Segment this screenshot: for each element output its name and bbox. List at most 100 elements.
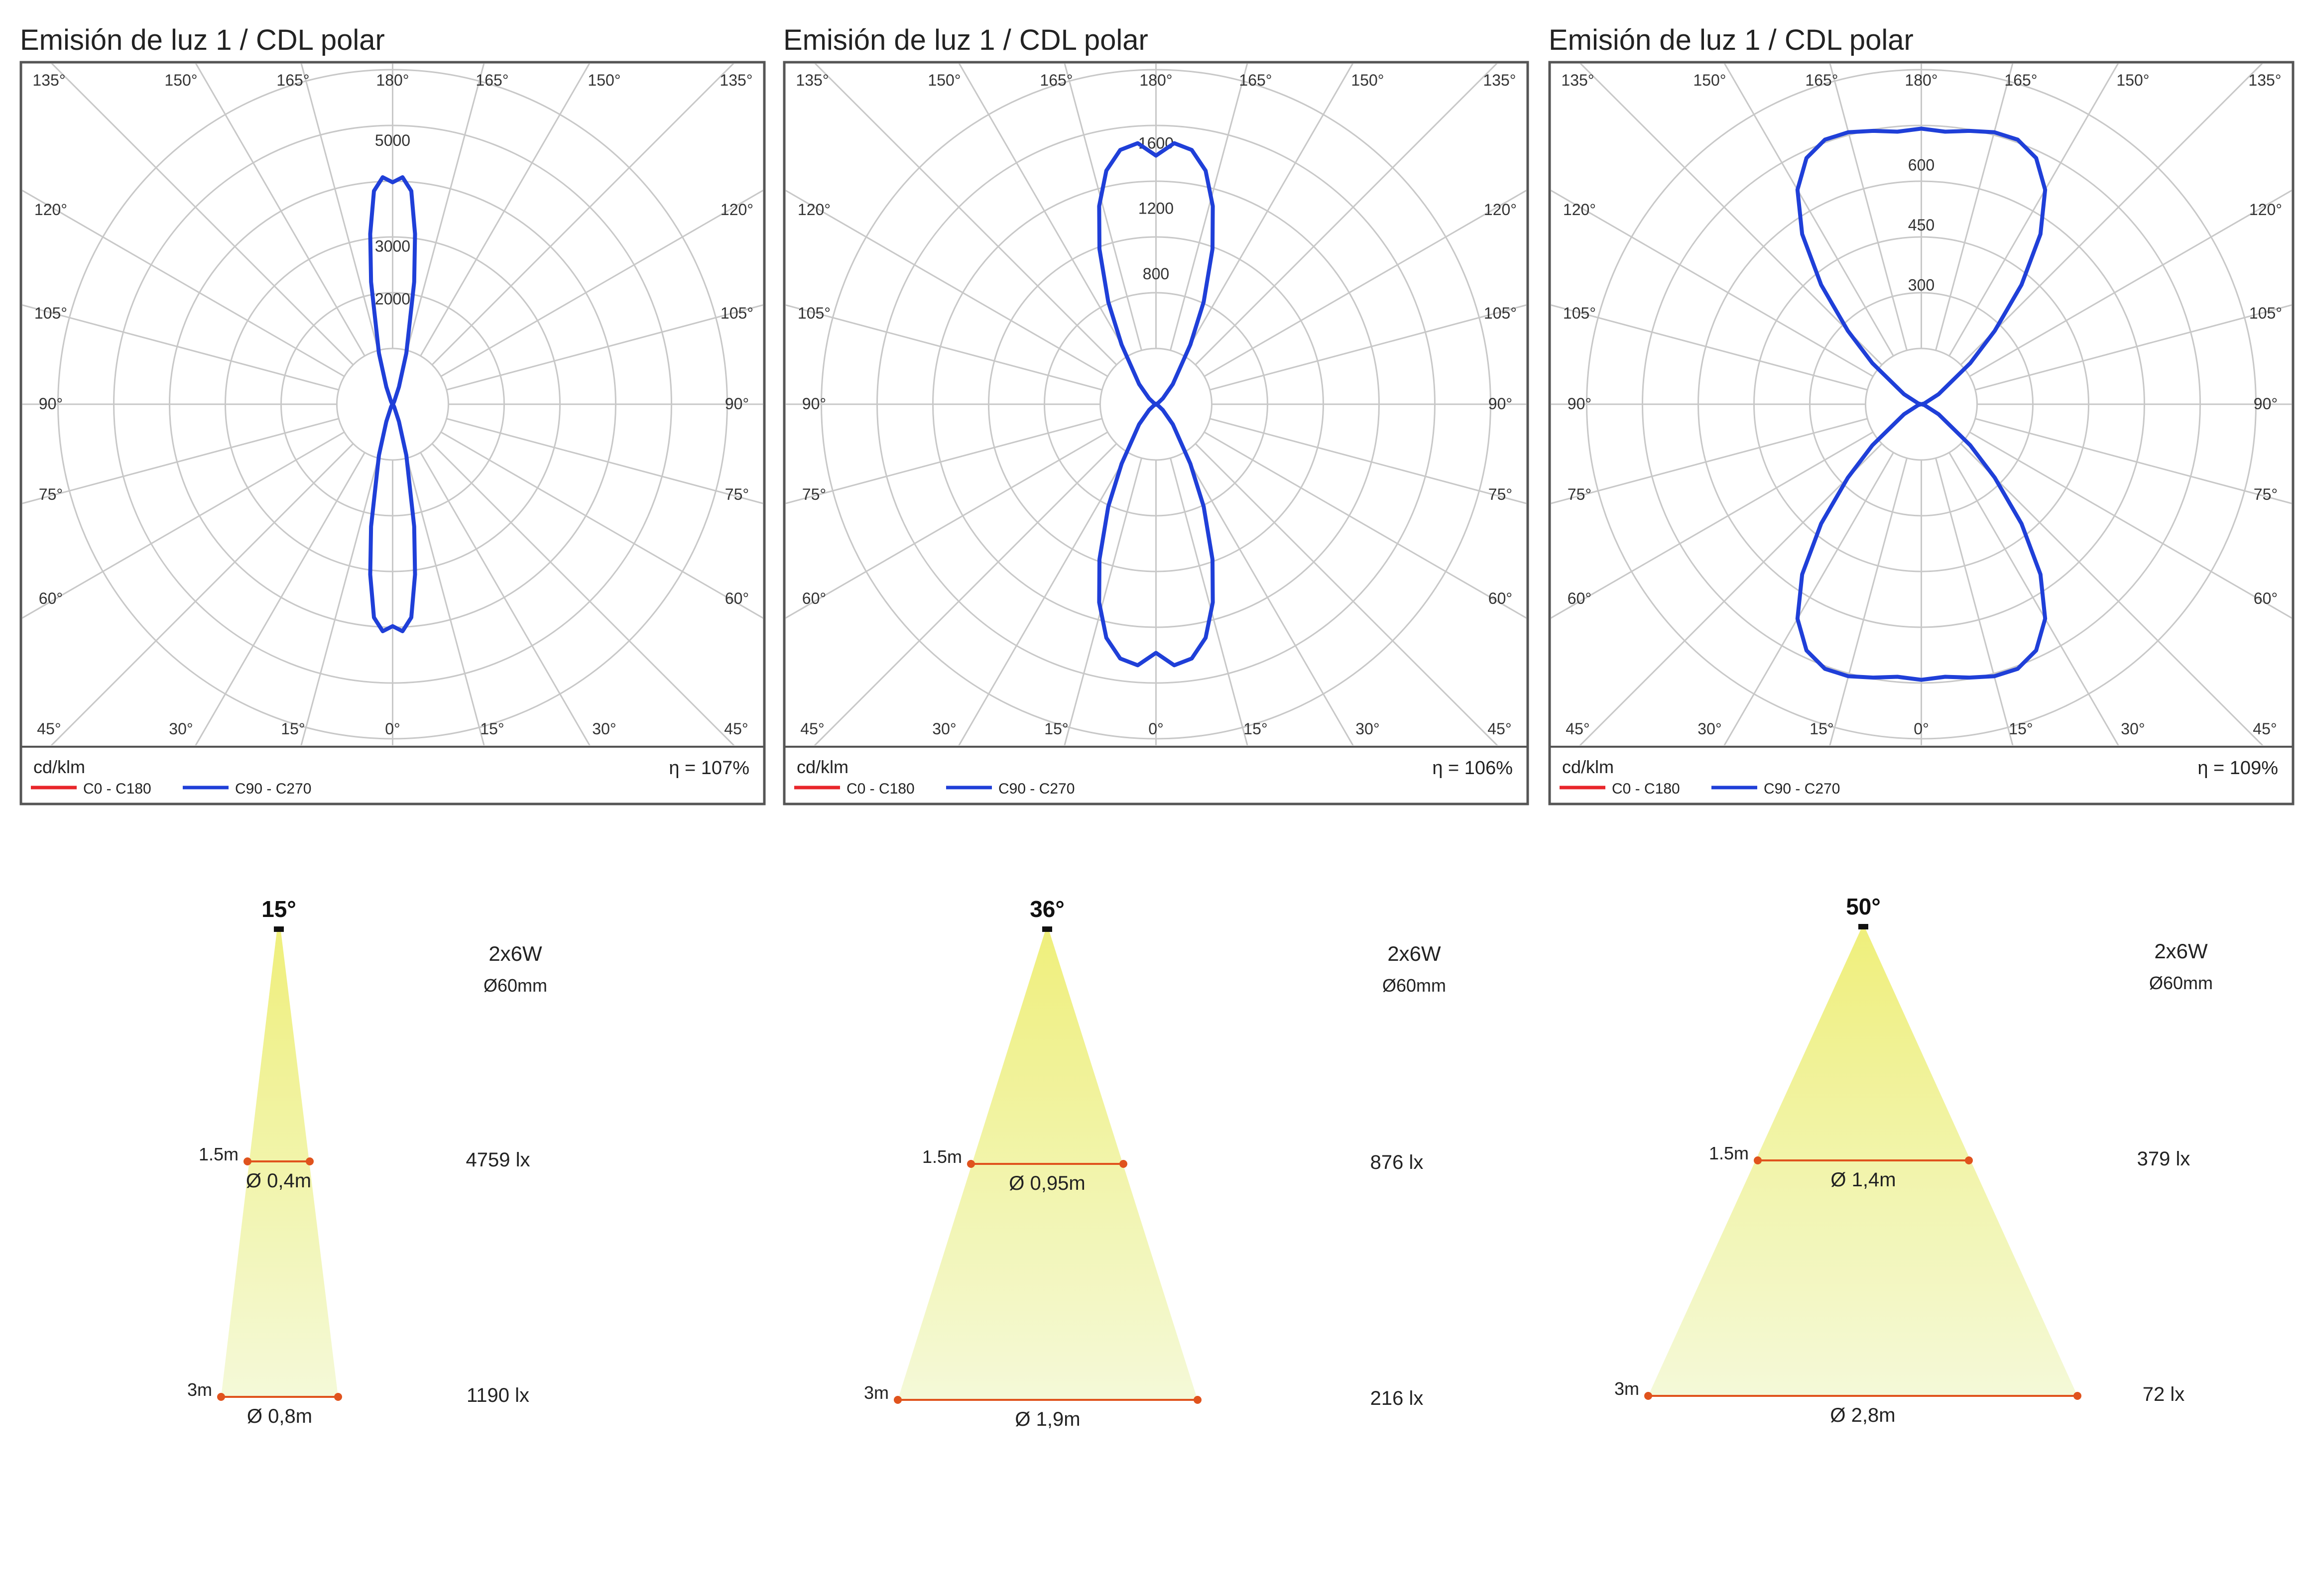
- angle-label: 150°: [928, 71, 961, 89]
- grid-spoke: [1948, 64, 2119, 356]
- angle-label: 105°: [1563, 304, 1596, 322]
- angle-label: 120°: [1563, 201, 1596, 219]
- angle-label: 30°: [169, 720, 193, 738]
- grid-spoke: [1183, 64, 1354, 356]
- angle-label: 60°: [802, 589, 826, 607]
- grid-spoke: [1195, 64, 1498, 365]
- angle-label: 120°: [798, 201, 831, 219]
- grid-spoke: [1969, 190, 2292, 377]
- series-curve-upper: [1097, 141, 1215, 406]
- angle-label: 105°: [798, 304, 831, 322]
- legend-label: C90 - C270: [235, 781, 311, 797]
- angle-label: 0°: [385, 720, 400, 738]
- grid-spoke: [420, 452, 591, 745]
- grid-spoke: [22, 304, 339, 391]
- grid-spoke: [406, 457, 485, 745]
- angle-label: 120°: [1484, 201, 1517, 219]
- beam-panel: 15° 1.5m Ø 0,4m 4759 lx 3m Ø 0,8m 1190 lx 2x6W Ø…: [187, 896, 547, 1427]
- illuminance-label: 876 lx: [1370, 1151, 1424, 1173]
- angle-label: 30°: [1697, 720, 1721, 738]
- angle-label: 165°: [476, 71, 508, 89]
- grid-spoke: [1935, 457, 2014, 745]
- angle-label: 15°: [480, 720, 504, 738]
- angle-label: 180°: [1139, 71, 1172, 89]
- height-label: 3m: [1614, 1378, 1639, 1399]
- angle-label: 165°: [1239, 71, 1272, 89]
- grid-spoke: [1170, 64, 1248, 351]
- height-label: 1.5m: [199, 1144, 239, 1164]
- illuminance-label: 4759 lx: [466, 1149, 530, 1171]
- grid-spoke: [814, 64, 1117, 365]
- angle-label: 75°: [1568, 485, 1591, 503]
- series-curve-lower: [1795, 402, 2048, 682]
- angle-label: 75°: [39, 485, 63, 503]
- power-label: 2x6W: [2154, 939, 2208, 963]
- grid-spoke: [1829, 457, 1908, 745]
- angle-label: 60°: [1568, 589, 1591, 607]
- grid-spoke: [1195, 443, 1498, 745]
- radial-tick-label: 450: [1908, 216, 1935, 234]
- grid-spoke: [786, 190, 1108, 377]
- illuminance-label: 1190 lx: [467, 1384, 529, 1406]
- grid-spoke: [195, 64, 365, 356]
- light-cone: [1648, 928, 2077, 1396]
- angle-label: 150°: [588, 71, 620, 89]
- grid-spoke: [1975, 304, 2292, 391]
- angle-label: 15°: [2009, 720, 2033, 738]
- grid-spoke: [1948, 452, 2119, 745]
- angle-label: 45°: [1487, 720, 1511, 738]
- spot-endpoint: [1965, 1156, 1973, 1164]
- spot-endpoint: [1194, 1396, 1202, 1404]
- luminaire-marker: [274, 926, 284, 932]
- radial-tick-label: 300: [1908, 276, 1935, 294]
- unit-label: cd/klm: [1562, 757, 1614, 777]
- angle-label: 45°: [724, 720, 748, 738]
- angle-label: 30°: [932, 720, 956, 738]
- luminaire-marker: [1858, 924, 1868, 929]
- grid-spoke: [1935, 64, 2014, 351]
- angle-label: 45°: [2253, 720, 2277, 738]
- radial-tick-label: 800: [1143, 265, 1169, 283]
- angle-label: 135°: [2248, 71, 2281, 89]
- angle-label: 15°: [281, 720, 305, 738]
- grid-spoke: [1975, 418, 2292, 504]
- legend-label: C0 - C180: [83, 781, 151, 797]
- beam-angle-label: 36°: [1030, 896, 1065, 922]
- grid-spoke: [431, 64, 734, 365]
- grid-spoke: [1829, 64, 1908, 351]
- legend-label: C90 - C270: [1764, 781, 1840, 797]
- spot-endpoint: [334, 1393, 342, 1401]
- polar-grid: [786, 64, 1526, 745]
- series-curve-lower: [368, 402, 417, 633]
- series-curve-upper: [368, 175, 417, 406]
- beam-panel: 50° 1.5m Ø 1,4m 379 lx 3m Ø 2,8m 72 lx 2x6W Ø60m…: [1614, 894, 2213, 1426]
- grid-spoke: [1551, 431, 1874, 619]
- grid-spoke: [958, 452, 1129, 745]
- illuminance-label: 379 lx: [2137, 1148, 2190, 1170]
- angle-label: 30°: [2121, 720, 2145, 738]
- grid-spoke: [1551, 304, 1868, 391]
- height-label: 3m: [187, 1379, 212, 1400]
- diameter-label: Ø60mm: [484, 975, 547, 996]
- beam-angle-label: 15°: [261, 896, 296, 922]
- angle-label: 75°: [802, 485, 826, 503]
- angle-label: 165°: [1040, 71, 1073, 89]
- grid-spoke: [1064, 457, 1142, 745]
- grid-spoke: [440, 431, 763, 619]
- angle-label: 75°: [725, 485, 749, 503]
- angle-label: 150°: [1693, 71, 1726, 89]
- legend-label: C0 - C180: [1612, 781, 1680, 797]
- spot-diameter-label: Ø 0,95m: [1009, 1172, 1085, 1194]
- radial-tick-label: 3000: [375, 237, 410, 255]
- spot-endpoint: [1644, 1392, 1652, 1400]
- spot-diameter-label: Ø 1,9m: [1015, 1408, 1080, 1430]
- height-label: 1.5m: [922, 1146, 962, 1167]
- height-label: 3m: [864, 1382, 889, 1403]
- diameter-label: Ø60mm: [1382, 975, 1446, 996]
- efficiency-label: η = 109%: [2197, 758, 2278, 779]
- unit-label: cd/klm: [797, 757, 848, 777]
- grid-spoke: [786, 418, 1102, 504]
- luminaire-marker: [1042, 926, 1052, 932]
- spot-endpoint: [967, 1160, 975, 1168]
